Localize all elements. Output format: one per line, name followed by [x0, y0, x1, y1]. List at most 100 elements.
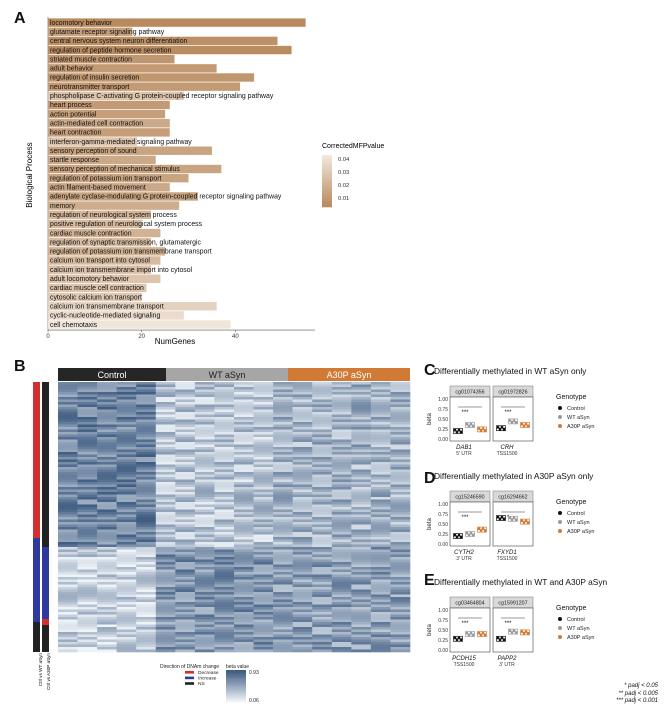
b-heat-cell [136, 604, 157, 608]
b-heat-cell [58, 452, 78, 455]
b-heat-cell [77, 489, 98, 493]
b-heat-cell [292, 412, 313, 415]
b-heat-cell [390, 639, 411, 643]
b-heat-cell [312, 562, 333, 565]
b-heat-cell [273, 542, 293, 545]
b-heat-cell [253, 637, 274, 640]
b-heat-cell [175, 492, 196, 495]
b-heat-cell [194, 459, 215, 463]
b-heat-cell [58, 387, 78, 390]
box-point [471, 633, 475, 637]
b-heat-cell [116, 432, 137, 435]
b-heat-cell [58, 392, 78, 395]
b-heat-cell [331, 397, 352, 400]
b-heat-cell [175, 632, 196, 635]
b-heat-cell [292, 579, 313, 583]
b-heat-cell [253, 412, 274, 415]
b-heat-cell [58, 617, 78, 620]
b-heat-cell [77, 454, 98, 458]
b-heat-cell [253, 399, 274, 403]
b-heat-cell [312, 514, 333, 518]
b-heat-cell [234, 439, 254, 443]
b-heat-cell [292, 637, 313, 640]
box-y-tick-label: 1.00 [438, 397, 448, 403]
b-heat-cell [370, 532, 391, 535]
b-heat-cell [273, 419, 293, 423]
b-heat-cell [58, 627, 78, 630]
b-heat-cell [155, 422, 176, 425]
b-heat-cell [234, 454, 254, 458]
b-heat-cell [194, 612, 215, 615]
box-point [496, 515, 500, 519]
b-heat-cell [234, 527, 254, 530]
b-heat-cell [58, 599, 78, 603]
b-heat-cell [390, 537, 411, 540]
b-heat-cell [136, 389, 157, 393]
b-heat-cell [175, 609, 196, 613]
b-heat-cell [331, 394, 352, 398]
b-heat-cell [97, 542, 117, 545]
a-legend-swatch [322, 173, 332, 176]
a-legend-swatch [322, 157, 332, 160]
b-heat-cell [136, 404, 157, 408]
b-heat-cell [214, 574, 235, 578]
b-legend-beta-swatch [226, 670, 246, 672]
b-heat-cell [390, 487, 411, 490]
b-heat-cell [234, 642, 254, 645]
b-heat-cell [155, 604, 176, 608]
b-heat-cell [136, 582, 157, 585]
b-heat-cell [58, 469, 78, 473]
b-heat-cell [175, 507, 196, 510]
b-heat-cell [253, 609, 274, 613]
b-heat-cell [58, 517, 78, 520]
b-heat-cell [390, 407, 411, 410]
b-heat-cell [194, 402, 215, 405]
b-heat-cell [77, 447, 98, 450]
b-heat-cell [58, 394, 78, 398]
b-heat-cell [136, 457, 157, 460]
b-heat-cell [77, 599, 98, 603]
b-heat-cell [77, 437, 98, 440]
b-heat-cell [175, 594, 196, 598]
b-heat-cell [194, 547, 215, 550]
b-heat-cell [155, 599, 176, 603]
b-heat-cell [390, 444, 411, 448]
b-heat-cell [234, 534, 254, 538]
b-heat-cell [194, 539, 215, 543]
b-heat-cell [155, 552, 176, 555]
b-heat-cell [351, 422, 372, 425]
b-heat-cell [77, 484, 98, 488]
b-heat-cell [77, 614, 98, 618]
b-heat-cell [155, 587, 176, 590]
b-heat-cell [253, 599, 274, 603]
b-heat-cell [312, 629, 333, 633]
b-heat-cell [234, 552, 254, 555]
b-heat-cell [253, 382, 274, 385]
b-heat-cell [194, 604, 215, 608]
b-heat-cell [58, 572, 78, 575]
b-heat-cell [58, 574, 78, 578]
b-heat-cell [351, 382, 372, 385]
b-heat-cell [214, 627, 235, 630]
b-heat-cell [390, 499, 411, 503]
b-heat-cell [194, 512, 215, 515]
b-heat-cell [234, 564, 254, 568]
b-heat-cell [351, 487, 372, 490]
b-heat-cell [116, 622, 137, 625]
b-heat-cell [136, 509, 157, 513]
b-heat-cell [312, 464, 333, 468]
b-heat-cell [273, 552, 293, 555]
b-heat-cell [214, 619, 235, 623]
b-heat-cell [331, 387, 352, 390]
b-heat-cell [214, 572, 235, 575]
b-heat-cell [292, 639, 313, 643]
b-heat-cell [155, 467, 176, 470]
b-heat-cell [214, 647, 235, 650]
b-anno-a30p-ns-lower [42, 625, 49, 652]
a-category-label: regulation of potassium ion transmembran… [50, 249, 212, 256]
genotype-legend-label: Control [567, 617, 585, 623]
b-heat-cell [194, 452, 215, 455]
b-heat-cell [331, 627, 352, 630]
b-heat-cell [292, 642, 313, 645]
b-heat-cell [390, 619, 411, 623]
